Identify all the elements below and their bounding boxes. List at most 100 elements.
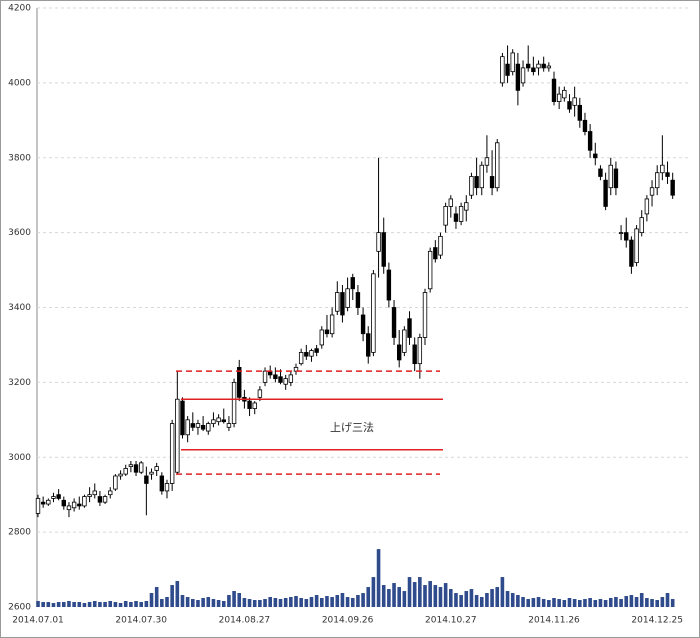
- volume-bar: [268, 597, 272, 607]
- candle-body: [355, 292, 361, 308]
- candle-body: [489, 176, 495, 189]
- volume-bar: [278, 599, 283, 607]
- volume-bar: [361, 593, 365, 607]
- volume-bar: [330, 597, 334, 607]
- candle-body: [288, 374, 294, 383]
- volume-bar: [454, 593, 458, 607]
- volume-bar: [670, 599, 675, 607]
- candle-body: [314, 348, 319, 353]
- volume-bar: [144, 601, 149, 607]
- candle-body: [195, 423, 201, 428]
- volume-bar: [36, 601, 40, 607]
- volume-bar: [216, 600, 221, 607]
- candle-body: [108, 490, 113, 496]
- candle-body: [603, 179, 608, 207]
- volume-bar: [381, 585, 386, 607]
- candle-body: [546, 65, 552, 69]
- volume-bar: [309, 597, 314, 607]
- volume-bar: [345, 597, 350, 607]
- candle-body: [556, 93, 562, 102]
- candle-body: [278, 376, 283, 383]
- candle-body: [144, 475, 149, 484]
- candle-body: [169, 423, 175, 484]
- candle-body: [567, 101, 572, 110]
- candle-body: [644, 198, 650, 215]
- volume-bar: [191, 599, 195, 607]
- candle-body: [593, 153, 598, 159]
- volume-bar: [510, 593, 515, 607]
- candle-body: [226, 423, 232, 428]
- volume-bar: [531, 598, 536, 607]
- y-tick-label: 2800: [8, 528, 31, 538]
- volume-bar: [567, 598, 572, 607]
- candle-body: [453, 213, 459, 222]
- candle-body: [520, 67, 526, 84]
- volume-bar: [294, 596, 298, 607]
- volume-bar: [459, 595, 463, 607]
- candle-body: [102, 496, 108, 503]
- candle-body: [180, 400, 185, 436]
- volume-bar: [154, 587, 159, 607]
- volume-bar: [614, 597, 618, 607]
- candle-body: [164, 483, 170, 492]
- candle-body: [159, 475, 165, 492]
- candle-body: [61, 499, 66, 507]
- volume-bar: [258, 600, 262, 607]
- candle-body: [340, 292, 345, 316]
- candle-body: [149, 471, 154, 475]
- candle-body: [206, 423, 211, 432]
- candle-body: [335, 292, 340, 312]
- volume-bar: [325, 596, 329, 607]
- volume-bar: [283, 598, 288, 607]
- volume-bar: [588, 598, 592, 607]
- candle-body: [427, 250, 433, 290]
- candle-body: [309, 350, 314, 357]
- volume-bar: [129, 602, 133, 607]
- y-tick-label: 3200: [8, 378, 31, 388]
- volume-bar: [526, 599, 530, 607]
- volume-bar: [67, 601, 71, 607]
- y-tick-label: 3600: [8, 228, 31, 238]
- candle-body: [360, 314, 366, 335]
- volume-bar: [387, 589, 391, 607]
- candle-body: [655, 172, 660, 189]
- y-tick-label: 3000: [8, 453, 31, 463]
- volume-bar: [479, 597, 484, 607]
- volume-bar: [376, 549, 381, 607]
- volume-bar: [123, 601, 128, 607]
- x-tick-label: 2014.10.27: [425, 616, 477, 626]
- candle-body: [402, 329, 407, 353]
- volume-bar: [201, 598, 205, 607]
- volume-bar: [160, 599, 164, 607]
- candle-body: [247, 400, 252, 409]
- volume-bar: [165, 597, 169, 607]
- volume-bar: [562, 600, 567, 607]
- y-tick-label: 4200: [8, 4, 31, 14]
- candle-body: [582, 119, 588, 132]
- candle-body: [438, 235, 443, 256]
- volume-bar: [619, 599, 623, 607]
- candle-body: [500, 56, 505, 84]
- volume-bar: [505, 591, 510, 607]
- candle-body: [82, 496, 87, 507]
- candle-body: [624, 232, 629, 241]
- volume-bar: [449, 589, 453, 607]
- volume-bar: [428, 581, 432, 607]
- candle-body: [526, 63, 531, 69]
- candle-body: [87, 494, 92, 497]
- candle-body: [412, 344, 417, 365]
- candle-body: [458, 206, 464, 222]
- candle-body: [510, 52, 515, 73]
- candle-body: [391, 307, 397, 338]
- x-tick-label: 2014.08.27: [219, 616, 271, 626]
- candle-body: [376, 232, 381, 252]
- candle-body: [433, 247, 438, 260]
- candle-body: [670, 179, 675, 196]
- candle-body: [608, 164, 613, 189]
- volume-bar: [242, 598, 247, 607]
- candle-body: [366, 333, 371, 357]
- candle-body: [283, 378, 288, 385]
- volume-bar: [320, 598, 324, 607]
